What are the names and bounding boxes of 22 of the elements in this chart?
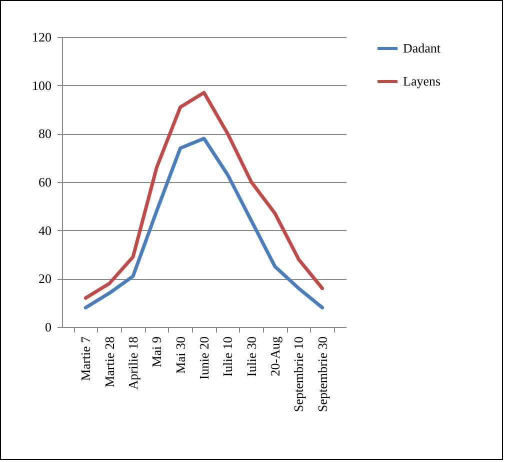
- x-tick-label: 20-Aug: [268, 336, 282, 376]
- y-tick-label: 100: [32, 78, 52, 93]
- x-tick-label: Iulie 10: [220, 336, 236, 377]
- y-tick-label: 120: [32, 30, 52, 44]
- y-tick-label: 80: [38, 126, 52, 142]
- x-tick-label: Septembrie 30: [314, 336, 330, 412]
- x-tick-label: Martie 7: [78, 336, 94, 381]
- x-tick-label: Mai 30: [172, 336, 188, 374]
- y-tick-label: 0: [45, 320, 52, 334]
- line-series: [84, 136, 324, 310]
- y-tick-label: 40: [38, 222, 52, 238]
- y-tick-label: 60: [38, 174, 52, 190]
- legend-label: Dadant: [403, 40, 441, 56]
- x-tick-label: Martie 28: [102, 336, 117, 388]
- line-series: [84, 90, 324, 300]
- legend-label: Layens: [403, 74, 441, 88]
- x-tick-label: Mai 9: [149, 336, 164, 368]
- x-tick-label: Iulie 30: [244, 336, 259, 377]
- x-tick-label: Septembrie 10: [291, 336, 306, 412]
- y-tick-label: 20: [38, 271, 52, 286]
- x-tick-label: Iunie 20: [196, 336, 212, 380]
- x-tick-label: Aprilie 18: [126, 336, 140, 390]
